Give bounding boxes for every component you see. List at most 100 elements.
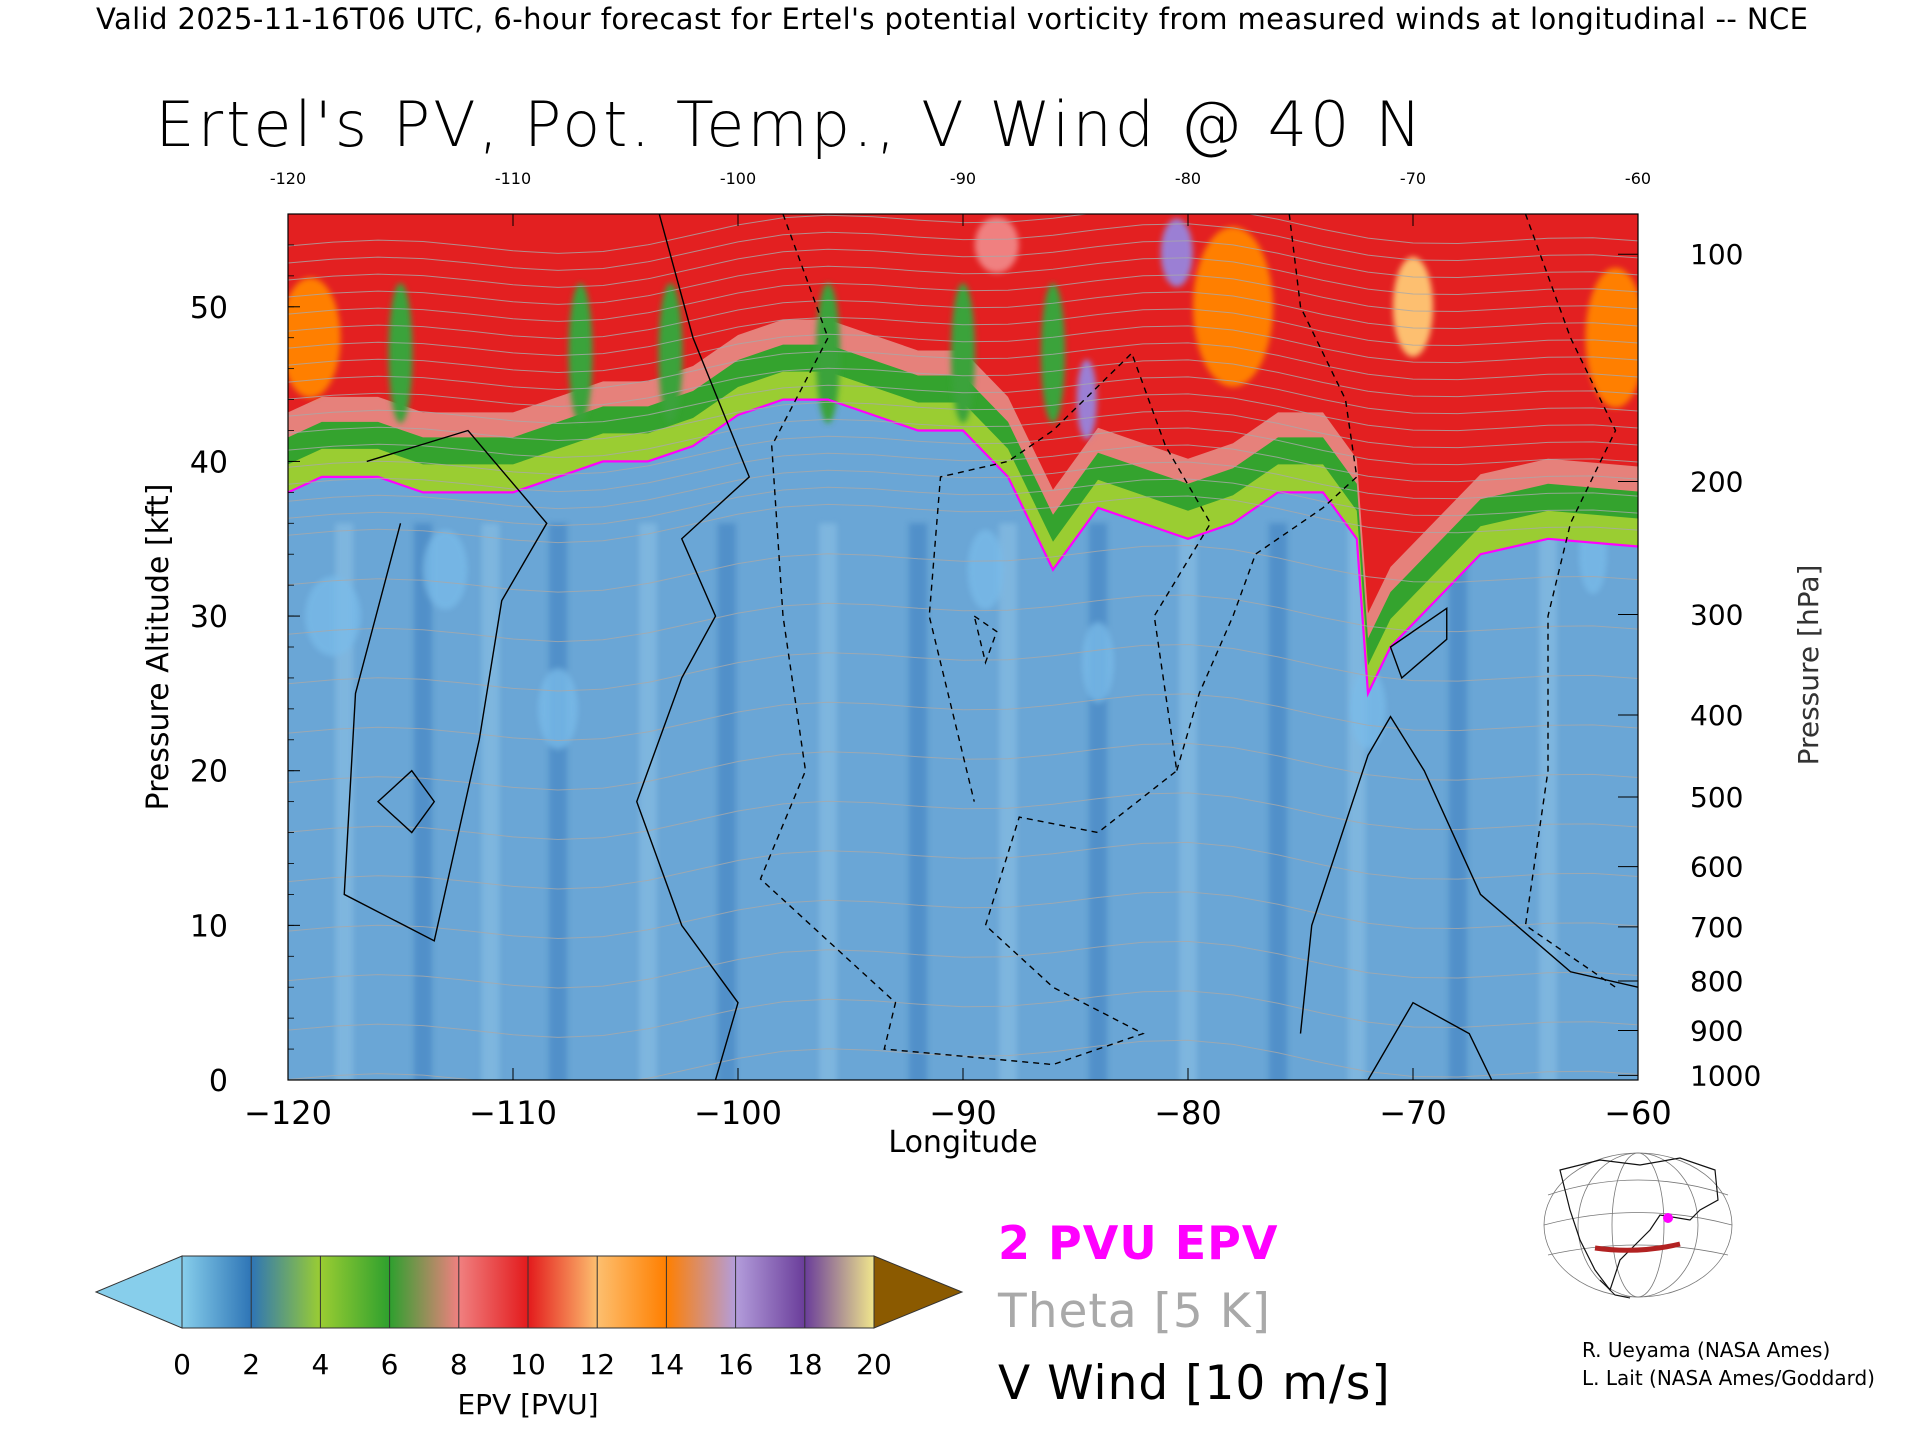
- pv-patch: [1082, 622, 1114, 703]
- theta-line: [288, 291, 1638, 340]
- x-top-tick-label: -80: [1175, 169, 1201, 188]
- theta-line: [288, 342, 1638, 391]
- theta-line: [288, 325, 1638, 374]
- theta-line: [288, 792, 1638, 841]
- strat-patch: [1585, 267, 1638, 408]
- vwind-dashed: [1176, 214, 1358, 771]
- pv-streak: [909, 523, 927, 1080]
- credit-ueyama: R. Ueyama (NASA Ames): [1582, 1338, 1831, 1362]
- x-tick-label: −100: [694, 1094, 782, 1132]
- x-tick-label: −90: [929, 1094, 997, 1132]
- colorbar-low-arrow: [94, 1255, 183, 1329]
- vwind-solid: [1389, 607, 1448, 680]
- theta-line: [288, 257, 1638, 305]
- theta-line: [288, 891, 1638, 940]
- pv-patch: [423, 529, 468, 610]
- colorbar-tick-label: 12: [579, 1348, 615, 1381]
- vwind-solid: [376, 769, 436, 834]
- theta-line: [288, 240, 1638, 288]
- pv-streak: [414, 523, 432, 1080]
- theta-line: [288, 223, 1638, 271]
- vwind-dashed: [973, 615, 998, 665]
- x-tick-label: −120: [244, 1094, 332, 1132]
- colorbar-tick-label: 8: [450, 1348, 468, 1381]
- theta-line: [288, 359, 1638, 408]
- theta-line: [288, 990, 1638, 1038]
- y2-tick-label: 900: [1690, 1015, 1743, 1048]
- x-top-tick-label: -120: [270, 169, 306, 188]
- theta-line: [288, 544, 1638, 593]
- pv-streak: [481, 523, 500, 1080]
- pv-patch: [305, 576, 361, 657]
- colorbar-tick-label: 18: [787, 1348, 823, 1381]
- strat-patch: [974, 216, 1019, 273]
- x-top-tick-label: -70: [1400, 169, 1426, 188]
- theta-line: [288, 643, 1638, 692]
- y-tick-label: 40: [190, 445, 228, 480]
- y-axis-label: Pressure Altitude [kft]: [141, 484, 176, 811]
- strat-finger: [951, 283, 975, 424]
- y2-tick-label: 1000: [1690, 1059, 1761, 1092]
- colorbar-tick-label: 6: [381, 1348, 399, 1381]
- theta-line: [288, 940, 1638, 989]
- y-tick-label: 50: [190, 291, 228, 326]
- x-top-tick-label: -60: [1625, 169, 1651, 188]
- pv-streak: [999, 523, 1017, 1080]
- colorbar-tick-label: 2: [242, 1348, 260, 1381]
- theta-contours: [288, 214, 1638, 1080]
- y-tick-label: 10: [190, 909, 228, 944]
- legend-vwind: V Wind [10 m/s]: [998, 1356, 1391, 1411]
- vwind-solid: [343, 429, 548, 942]
- pv-streak: [717, 523, 736, 1080]
- theta-line: [288, 393, 1638, 442]
- x-tick-label: −70: [1379, 1094, 1447, 1132]
- strat-band: [288, 214, 1638, 614]
- pv-streak: [1179, 523, 1197, 1080]
- x-axis-label: Longitude: [888, 1125, 1037, 1160]
- theta-line: [288, 693, 1638, 742]
- y-tick-label: 20: [190, 755, 228, 790]
- vwind-solid: [636, 214, 751, 1080]
- pv-patch: [1350, 668, 1386, 749]
- colorbar-label: EPV [PVU]: [457, 1388, 598, 1421]
- pv-streak: [1347, 523, 1366, 1080]
- theta-line: [288, 376, 1638, 425]
- strat-patch: [288, 277, 341, 398]
- x-top-tick-label: -110: [495, 169, 531, 188]
- y2-tick-label: 700: [1690, 911, 1743, 944]
- strat-upper: [288, 216, 1638, 440]
- y2-tick-label: 800: [1690, 965, 1743, 998]
- strat-finger: [388, 283, 413, 424]
- pv-streak: [1539, 523, 1557, 1080]
- colorbar-tick-label: 14: [649, 1348, 685, 1381]
- legend-pv: 2 PVU EPV: [998, 1216, 1279, 1270]
- strat-patch: [1160, 218, 1193, 287]
- strat-finger: [816, 283, 840, 424]
- y2-tick-label: 300: [1690, 599, 1743, 632]
- theta-line: [288, 274, 1638, 322]
- theta-line: [288, 461, 1638, 510]
- strat-patch: [1193, 226, 1273, 387]
- x-top-tick-label: -100: [720, 169, 756, 188]
- theta-line: [288, 841, 1638, 890]
- x-tick-label: −60: [1604, 1094, 1672, 1132]
- pv-streak: [335, 523, 354, 1080]
- troposphere-streaks: [305, 514, 1607, 1080]
- pv-streak: [1269, 523, 1287, 1080]
- pv-streak: [639, 523, 657, 1080]
- vwind-dashed: [1524, 214, 1617, 988]
- pv-streak: [1449, 523, 1467, 1080]
- axes: −120 -120 −110 -110 −100 -100 −90 -90 −80 -80 −70 -…: [190, 169, 1761, 1132]
- x-top-tick-label: -90: [950, 169, 976, 188]
- legend-theta: Theta [5 K]: [998, 1284, 1271, 1339]
- credit-lait: L. Lait (NASA Ames/Goddard): [1582, 1366, 1875, 1390]
- pv-patch: [967, 529, 1004, 610]
- theta-line: [288, 410, 1638, 459]
- vwind-solid: [1367, 1001, 1493, 1080]
- y2-tick-label: 400: [1690, 699, 1743, 732]
- colorbar-tick-label: 4: [311, 1348, 329, 1381]
- y-tick-label: 0: [209, 1064, 228, 1099]
- colorbar-high-arrow: [873, 1255, 964, 1329]
- y2-tick-label: 500: [1690, 781, 1743, 814]
